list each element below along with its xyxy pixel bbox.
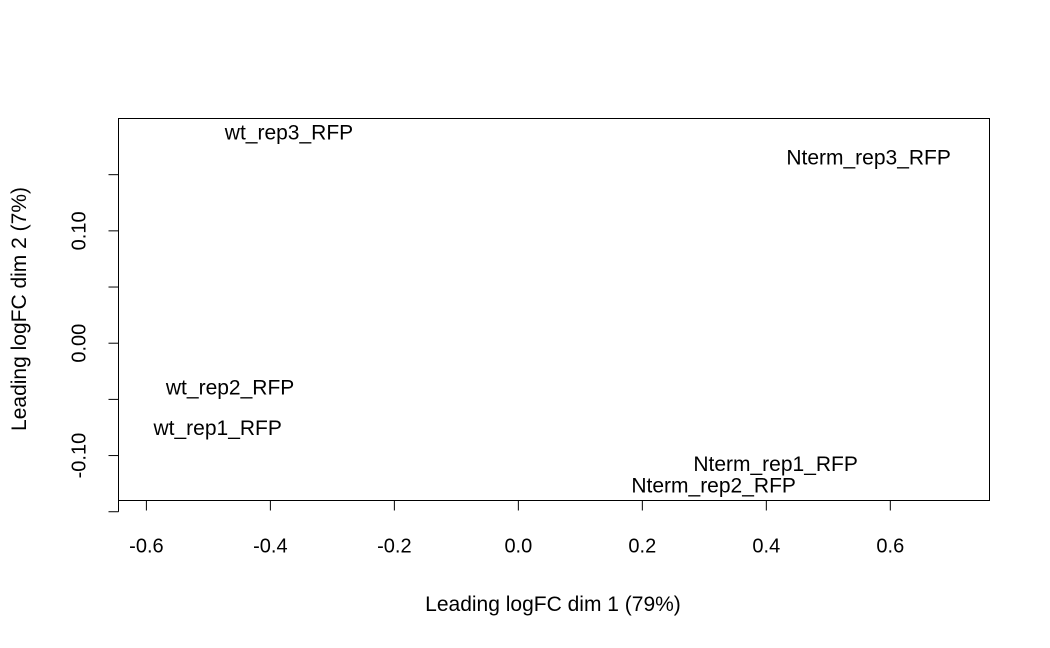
y-axis: -0.10 0.00 0.10 — [69, 174, 119, 513]
x-tick-label: 0.6 — [876, 536, 904, 558]
point-label: Nterm_rep1_RFP — [693, 453, 858, 476]
x-axis-title: Leading logFC dim 1 (79%) — [425, 593, 681, 616]
x-tick-label: -0.6 — [129, 536, 163, 558]
point-label: wt_rep2_RFP — [165, 377, 294, 400]
y-tick-label: -0.10 — [69, 433, 91, 479]
point-label: Nterm_rep2_RFP — [631, 474, 796, 497]
point-labels: wt_rep3_RFP Nterm_rep3_RFP wt_rep2_RFP wt_r… — [152, 122, 950, 498]
x-tick-label: -0.4 — [253, 536, 287, 558]
point-label: wt_rep3_RFP — [224, 122, 353, 145]
point-label: wt_rep1_RFP — [152, 417, 281, 440]
y-tick-label: 0.10 — [69, 211, 91, 250]
x-tick-label: -0.2 — [377, 536, 411, 558]
plot-area-box — [118, 118, 990, 501]
y-tick-label: 0.00 — [69, 324, 91, 363]
x-tick-label: 0.2 — [628, 536, 656, 558]
x-axis: -0.6 -0.4 -0.2 0.0 0.2 0.4 0.6 — [129, 500, 904, 558]
y-axis-title: Leading logFC dim 2 (7%) — [8, 187, 31, 431]
x-tick-label: 0.4 — [752, 536, 780, 558]
point-label: Nterm_rep3_RFP — [786, 146, 951, 169]
x-tick-label: 0.0 — [504, 536, 532, 558]
